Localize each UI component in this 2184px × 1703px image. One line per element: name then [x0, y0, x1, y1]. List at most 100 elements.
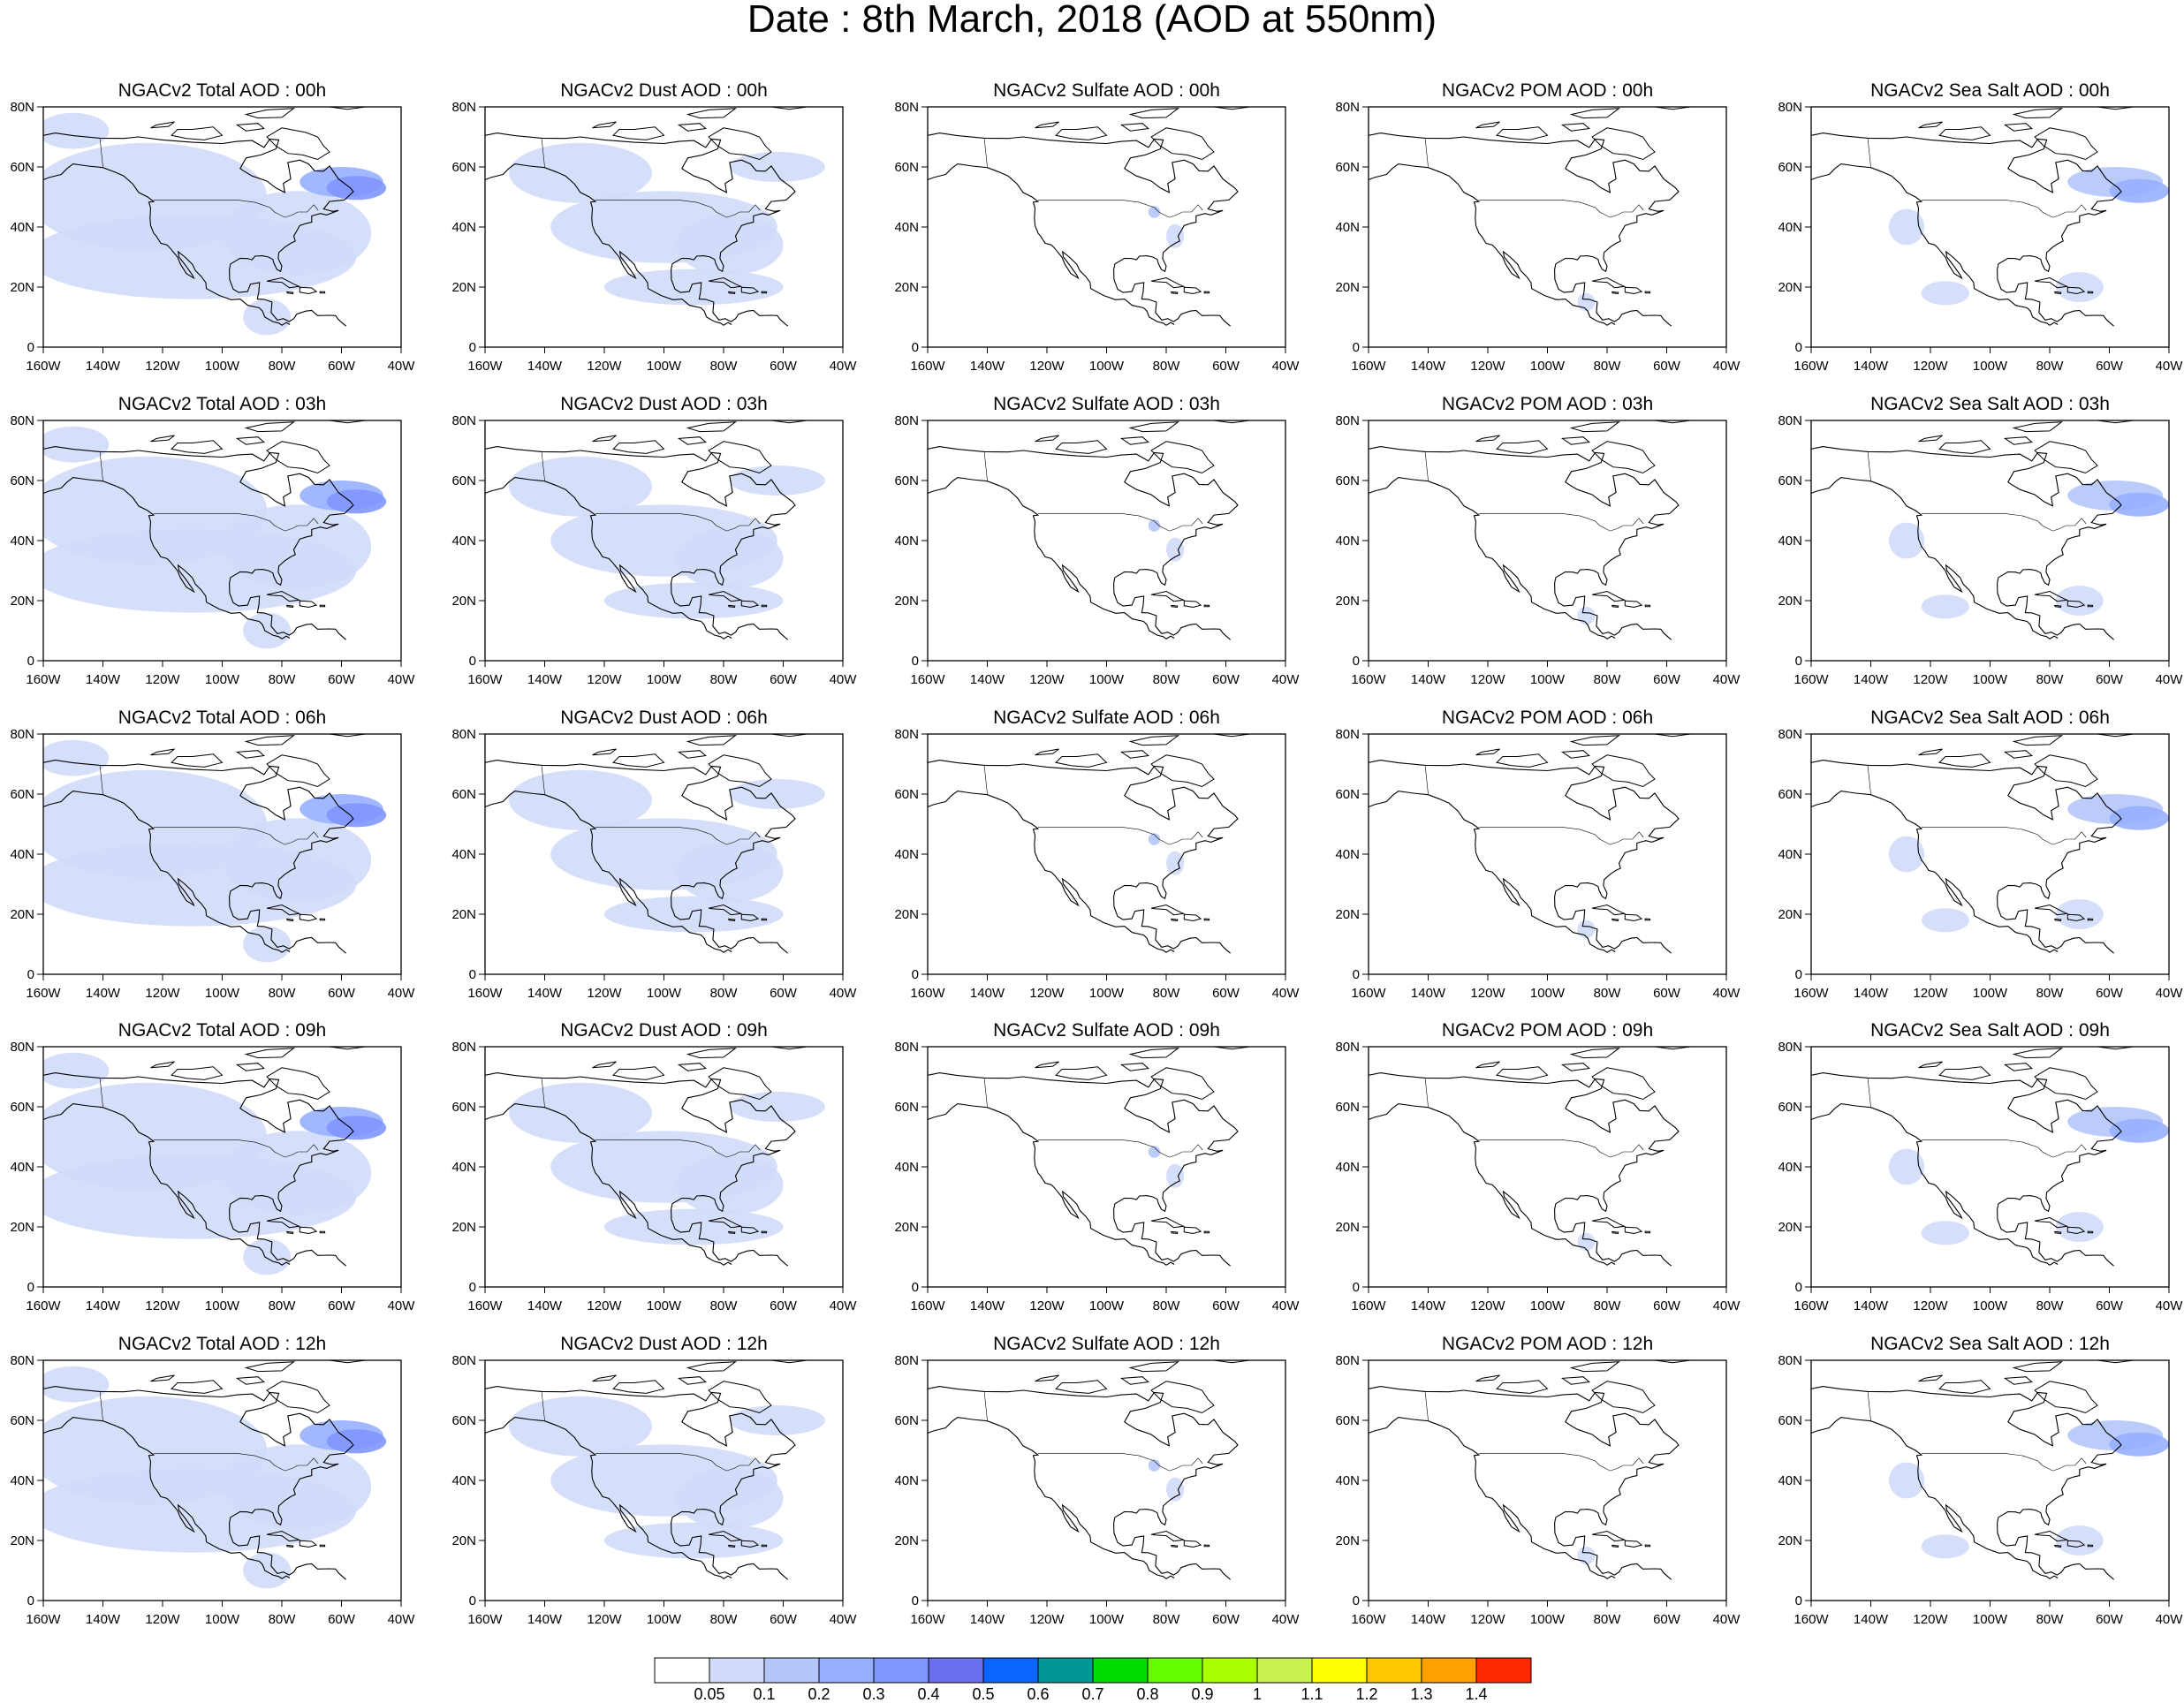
arctic-island: [329, 420, 366, 424]
arctic-island: [2034, 441, 2098, 474]
country-border: [99, 1391, 103, 1421]
arctic-island: [1569, 1048, 1621, 1059]
aod-field: [509, 1082, 652, 1143]
y-tick-label: 20N: [10, 907, 34, 922]
x-tick-label: 80W: [710, 1298, 739, 1313]
y-tick-label: 60N: [451, 160, 476, 175]
x-tick-label: 60W: [1212, 1612, 1240, 1627]
caribbean-island: [2034, 904, 2069, 916]
aod-field: [326, 1116, 387, 1140]
aod-field: [222, 191, 372, 276]
y-tick-label: 80N: [1335, 727, 1360, 742]
map-panel-pom-0: NGACv2 POM AOD : 00h 80N 60N 40N 20N 0 160W 140…: [1324, 80, 1771, 378]
x-tick-label: 120W: [587, 986, 622, 1001]
arctic-island: [686, 735, 738, 746]
map-panel-sulfate-3: NGACv2 Sulfate AOD : 09h 80N 60N 40N 20N 0 160…: [883, 1020, 1330, 1318]
country-border: [595, 1139, 761, 1158]
panel-title: NGACv2 Sea Salt AOD : 09h: [1870, 1020, 2110, 1041]
panel-title: NGACv2 Sea Salt AOD : 00h: [1870, 80, 2110, 101]
x-tick-label: 120W: [1470, 1612, 1505, 1627]
arctic-island: [1496, 440, 1549, 454]
x-tick-label: 160W: [910, 359, 945, 374]
x-tick-label: 60W: [1212, 359, 1240, 374]
x-tick-label: 80W: [710, 986, 739, 1001]
aod-field: [2055, 272, 2104, 302]
country-border: [1867, 138, 1871, 168]
x-tick-label: 40W: [1272, 359, 1301, 374]
aod-field: [729, 152, 825, 182]
country-border: [983, 1391, 988, 1421]
arctic-island: [150, 435, 175, 443]
y-tick-label: 80N: [1778, 413, 1802, 428]
aod-field: [1166, 851, 1185, 875]
map-panel-sulfate-2: NGACv2 Sulfate AOD : 06h 80N 60N 40N 20N 0 160…: [883, 708, 1330, 1005]
map-frame: [1368, 1046, 1727, 1288]
caribbean-island: [266, 276, 301, 289]
arctic-island: [266, 1381, 330, 1414]
arctic-island: [150, 748, 175, 756]
map-panel-seasalt-1: NGACv2 Sea Salt AOD : 03h 80N 60N 40N 20N 0 16…: [1767, 394, 2184, 692]
arctic-island: [1035, 121, 1059, 129]
arctic-island: [708, 127, 772, 161]
country-border: [1424, 1391, 1429, 1421]
coastline-atlantic: [928, 760, 1239, 954]
panel-title: NGACv2 Sea Salt AOD : 06h: [1870, 708, 2110, 728]
arctic-island: [1055, 1380, 1108, 1394]
arctic-island: [329, 734, 366, 738]
y-tick-label: 40N: [1778, 847, 1802, 862]
y-tick-label: 60N: [1778, 1100, 1802, 1115]
y-tick-label: 0: [1353, 340, 1360, 355]
x-tick-label: 120W: [587, 1612, 622, 1627]
arctic-island: [2012, 108, 2064, 119]
caribbean-island: [2066, 913, 2086, 922]
coastline-atlantic: [928, 446, 1239, 640]
x-tick-label: 40W: [830, 672, 858, 687]
colorbar-swatch: [1092, 1657, 1149, 1684]
y-tick-label: 80N: [1778, 1040, 1802, 1055]
x-tick-label: 140W: [970, 359, 1005, 374]
y-tick-label: 20N: [451, 1220, 476, 1235]
aod-field: [243, 1552, 292, 1589]
caribbean-island: [728, 1544, 736, 1548]
arctic-island: [1150, 1381, 1215, 1414]
aod-field: [1166, 1477, 1185, 1502]
caribbean-island: [761, 291, 768, 294]
aod-field: [509, 1396, 652, 1457]
x-tick-label: 80W: [1594, 1298, 1622, 1313]
x-tick-label: 160W: [467, 359, 503, 374]
aod-field: [222, 1444, 372, 1529]
x-tick-label: 100W: [647, 672, 682, 687]
aod-field: [243, 612, 292, 649]
x-tick-label: 100W: [1530, 986, 1566, 1001]
arctic-island: [1475, 435, 1500, 443]
colorbar-label: 0.1: [753, 1685, 776, 1703]
y-tick-label: 60N: [10, 1100, 34, 1115]
caribbean-island: [740, 1226, 760, 1235]
x-tick-label: 80W: [1594, 359, 1622, 374]
x-tick-label: 80W: [269, 359, 297, 374]
arctic-island: [171, 1380, 224, 1394]
map-panel-seasalt-4: NGACv2 Sea Salt AOD : 12h 80N 60N 40N 20N 0 16…: [1767, 1334, 2184, 1631]
colorbar-label: 0.3: [862, 1685, 885, 1703]
caribbean-island: [286, 1230, 294, 1235]
map-panel-total-0: NGACv2 Total AOD : 00h 80N 60N 40N 20N 0 160W 1…: [0, 80, 445, 378]
y-tick-label: 0: [1353, 1280, 1360, 1295]
arctic-island: [1569, 735, 1621, 746]
map-plot: 80N 60N 40N 20N 0 160W 140W 120W 100W 80W 60W 40W: [451, 1353, 857, 1627]
y-tick-label: 0: [469, 967, 476, 982]
x-tick-label: 160W: [467, 986, 503, 1001]
x-tick-label: 100W: [1089, 986, 1125, 1001]
y-tick-label: 80N: [451, 1353, 476, 1368]
x-tick-label: 40W: [2156, 986, 2184, 1001]
aod-field: [1888, 208, 1925, 246]
map-panel-dust-1: NGACv2 Dust AOD : 03h 80N 60N 40N 20N 0 160W 14…: [441, 394, 887, 692]
x-tick-label: 120W: [1913, 672, 1948, 687]
caribbean-island: [299, 1540, 318, 1548]
x-tick-label: 60W: [2096, 1612, 2124, 1627]
caribbean-island: [319, 918, 326, 921]
y-tick-label: 0: [1795, 654, 1802, 669]
caribbean-island: [2034, 1216, 2069, 1229]
colorbar-swatch: [1037, 1657, 1094, 1684]
y-tick-label: 80N: [1335, 413, 1360, 428]
y-tick-label: 40N: [1335, 1473, 1360, 1488]
